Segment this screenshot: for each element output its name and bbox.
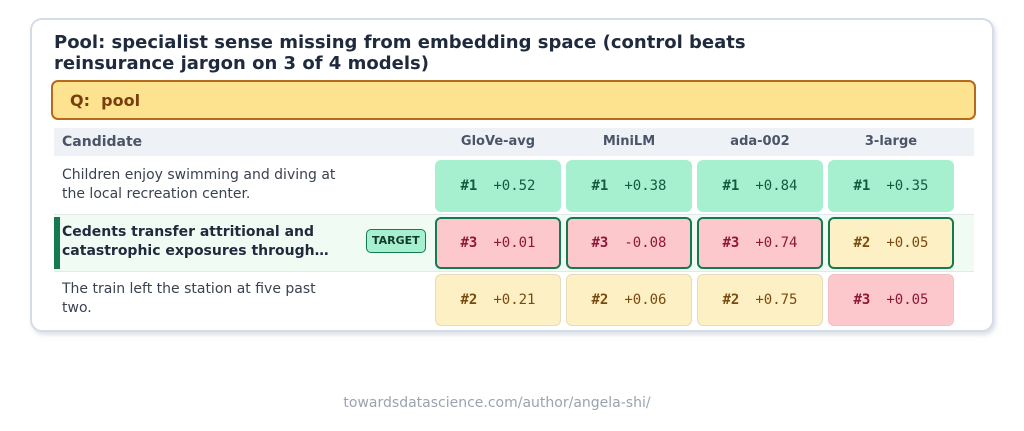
- rank-label: #1: [591, 178, 609, 194]
- rank-label: #2: [722, 292, 740, 308]
- results-card: Pool: specialist sense missing from embe…: [30, 18, 994, 332]
- model-header-3large: 3-large: [864, 134, 918, 149]
- score-cell-3-large: #1 +0.35: [828, 160, 954, 212]
- score-cell-glove-avg: #2 +0.21: [435, 274, 561, 326]
- rank-label: #3: [722, 235, 740, 251]
- similarity-score: +0.84: [755, 178, 798, 194]
- score-cell-minilm: #3 -0.08: [566, 217, 692, 269]
- table-header: Candidate GloVe-avg MiniLM ada-002 3-lar…: [54, 128, 974, 156]
- score-cell-minilm: #1 +0.38: [566, 160, 692, 212]
- similarity-score: +0.05: [886, 292, 929, 308]
- rank-label: #3: [460, 235, 478, 251]
- query-bar: Q: pool: [51, 80, 976, 120]
- similarity-score: +0.06: [624, 292, 667, 308]
- row-divider: [54, 271, 974, 272]
- target-badge: TARGET: [366, 229, 426, 253]
- page-title: Pool: specialist sense missing from embe…: [54, 32, 746, 74]
- score-cell-glove-avg: #1 +0.52: [435, 160, 561, 212]
- similarity-score: +0.01: [493, 235, 536, 251]
- similarity-score: +0.35: [886, 178, 929, 194]
- table-row: Children enjoy swimming and diving at th…: [54, 158, 974, 214]
- candidate-text: Children enjoy swimming and diving at th…: [62, 167, 336, 202]
- model-header-glove: GloVe-avg: [460, 134, 536, 149]
- score-cell-glove-avg: #3 +0.01: [435, 217, 561, 269]
- candidate-text: Cedents transfer attritional and catastr…: [62, 224, 329, 259]
- rank-label: #2: [591, 292, 609, 308]
- table-row-target: Cedents transfer attritional and catastr…: [54, 215, 974, 271]
- target-accent-bar: [54, 217, 60, 269]
- rank-label: #3: [591, 235, 609, 251]
- rank-label: #1: [722, 178, 740, 194]
- score-cell-ada-002: #1 +0.84: [697, 160, 823, 212]
- footer-credit: towardsdatascience.com/author/angela-shi…: [343, 395, 651, 411]
- rank-label: #2: [853, 235, 871, 251]
- model-header-ada: ada-002: [730, 134, 790, 149]
- similarity-score: +0.21: [493, 292, 536, 308]
- score-cell-3-large: #2 +0.05: [828, 217, 954, 269]
- similarity-score: +0.38: [624, 178, 667, 194]
- rank-label: #3: [853, 292, 871, 308]
- table-row: The train left the station at five past …: [54, 272, 974, 328]
- rank-label: #1: [460, 178, 478, 194]
- score-cell-ada-002: #2 +0.75: [697, 274, 823, 326]
- similarity-score: +0.75: [755, 292, 798, 308]
- candidate-column-header: Candidate: [62, 134, 143, 150]
- similarity-score: -0.08: [624, 235, 667, 251]
- row-divider: [54, 214, 974, 215]
- model-header-minilm: MiniLM: [602, 134, 656, 149]
- candidate-text: The train left the station at five past …: [62, 281, 316, 316]
- score-cell-3-large: #3 +0.05: [828, 274, 954, 326]
- score-cell-minilm: #2 +0.06: [566, 274, 692, 326]
- similarity-score: +0.52: [493, 178, 536, 194]
- score-cell-ada-002: #3 +0.74: [697, 217, 823, 269]
- rank-label: #1: [853, 178, 871, 194]
- similarity-score: +0.74: [755, 235, 798, 251]
- similarity-score: +0.05: [886, 235, 929, 251]
- rank-label: #2: [460, 292, 478, 308]
